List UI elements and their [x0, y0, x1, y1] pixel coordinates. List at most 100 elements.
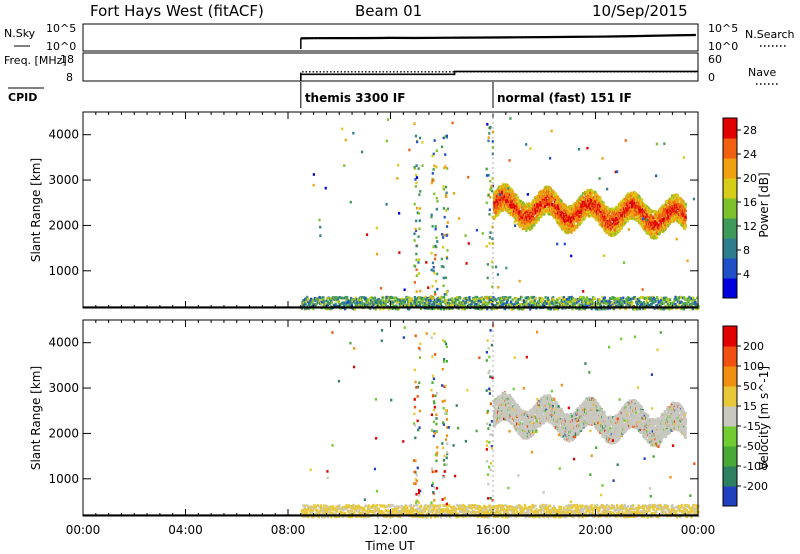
data-cell: [631, 202, 634, 206]
data-cell: [684, 202, 687, 206]
data-cell: [684, 224, 687, 227]
data-cell: [623, 205, 626, 209]
data-cell: [354, 296, 357, 300]
data-cell: [543, 198, 547, 201]
data-cell: [569, 300, 573, 304]
data-cell: [518, 199, 521, 202]
data-cell: [501, 188, 504, 191]
data-cell: [596, 201, 599, 205]
data-cell: [505, 200, 508, 204]
data-cell: [588, 197, 591, 201]
data-cell: [526, 210, 529, 214]
data-cell: [602, 207, 605, 210]
data-cell: [561, 211, 564, 214]
data-cell: [640, 220, 643, 223]
data-cell: [523, 210, 526, 214]
data-cell: [601, 200, 604, 204]
data-cell: [626, 219, 629, 223]
data-cell: [632, 198, 635, 201]
data-cell: [372, 297, 375, 300]
data-cell: [454, 302, 457, 305]
data-cell: [594, 198, 597, 202]
data-cell: [667, 217, 670, 220]
data-cell: [555, 210, 558, 213]
data-cell: [505, 196, 508, 200]
data-cell: [528, 204, 531, 208]
data-cell: [519, 199, 522, 203]
data-cell: [626, 213, 629, 216]
data-cell: [585, 213, 588, 217]
data-cell: [652, 216, 655, 220]
data-cell: [445, 299, 448, 302]
data-cell: [522, 223, 525, 226]
data-cell: [592, 190, 595, 193]
data-cell: [638, 196, 641, 199]
data-cell: [406, 300, 410, 304]
data-cell: [434, 301, 437, 304]
data-cell: [576, 209, 580, 212]
data-cell: [303, 303, 306, 307]
data-cell: [684, 209, 687, 213]
data-cell: [547, 185, 550, 189]
data-cell: [632, 201, 636, 205]
data-cell: [487, 302, 490, 305]
data-cell: [674, 208, 677, 211]
data-cell: [466, 299, 469, 302]
data-cell: [632, 199, 635, 203]
data-cell: [322, 296, 325, 299]
data-cell: [439, 298, 442, 302]
data-cell: [543, 202, 546, 206]
data-cell: [602, 202, 605, 206]
data-cell: [441, 300, 444, 304]
data-cell: [425, 299, 428, 303]
data-cell: [677, 206, 680, 210]
data-cell: [566, 231, 570, 235]
data-cell: [504, 189, 507, 193]
data-cell: [483, 298, 486, 301]
data-cell: [318, 298, 321, 301]
data-cell: [496, 199, 499, 203]
data-cell: [520, 212, 524, 216]
data-cell: [536, 208, 539, 211]
data-cell: [391, 307, 394, 311]
data-cell: [510, 188, 514, 192]
data-cell: [558, 197, 561, 201]
data-cell: [369, 296, 372, 300]
data-cell: [538, 204, 542, 207]
data-cell: [619, 202, 622, 206]
data-cell: [498, 190, 501, 194]
data-cell: [682, 200, 685, 203]
data-cell: [393, 299, 397, 303]
data-cell: [395, 304, 398, 308]
data-cell: [478, 297, 481, 300]
data-cell: [603, 213, 606, 216]
frequency-line: [300, 70, 698, 81]
data-cell: [684, 213, 687, 217]
data-cell: [607, 217, 610, 221]
data-cell: [333, 304, 337, 308]
cpid-label: CPID: [8, 91, 37, 104]
data-cell: [432, 300, 435, 304]
data-cell: [590, 189, 593, 192]
data-cell: [497, 208, 500, 212]
data-cell: [419, 304, 422, 307]
data-cell: [571, 221, 575, 224]
data-cell: [482, 301, 485, 304]
data-cell: [509, 207, 512, 211]
data-cell: [541, 212, 544, 216]
data-cell: [417, 300, 420, 304]
data-cell: [500, 188, 503, 192]
freq-left-tick-top: 18: [60, 53, 74, 66]
data-cell: [387, 296, 390, 299]
data-cell: [647, 229, 651, 233]
data-cell: [661, 212, 664, 216]
data-cell: [647, 213, 651, 216]
data-cell: [673, 201, 677, 205]
data-cell: [532, 209, 535, 212]
data-cell: [311, 300, 314, 304]
data-cell: [433, 298, 437, 302]
data-cell: [568, 224, 571, 228]
data-cell: [503, 202, 506, 206]
data-cell: [511, 298, 514, 301]
data-cell: [630, 211, 633, 214]
